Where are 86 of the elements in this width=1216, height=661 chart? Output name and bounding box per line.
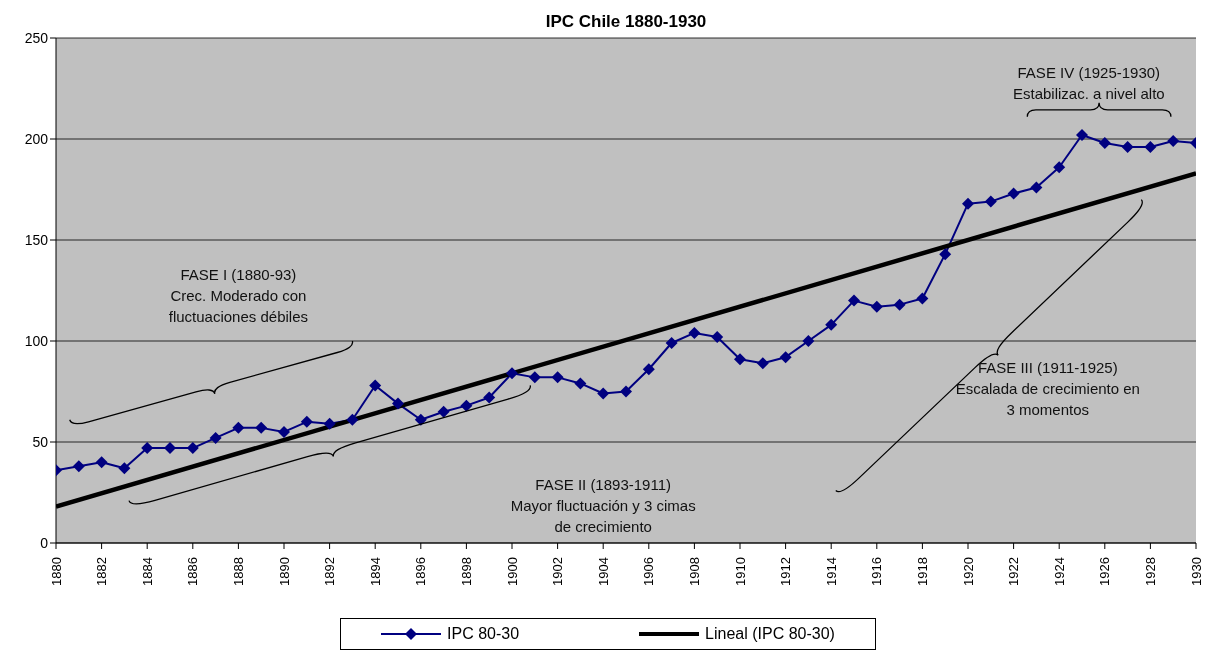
x-tick-label: 1930 bbox=[1188, 557, 1204, 586]
point bbox=[392, 397, 404, 410]
y-tick-label: 150 bbox=[24, 231, 49, 248]
annotation: FASE I (1880-93) Crec. Moderado con fluctuaciones débiles bbox=[167, 265, 309, 328]
point bbox=[72, 460, 85, 473]
annotation: FASE III (1911-1925) Escalada de crecimiento en 3 momentos bbox=[954, 358, 1141, 421]
point bbox=[1030, 181, 1043, 194]
x-tick-label: 1880 bbox=[48, 557, 64, 586]
x-tick-label: 1896 bbox=[413, 557, 429, 586]
x-tick-label: 1910 bbox=[732, 557, 748, 586]
point bbox=[597, 387, 610, 400]
x-tick-label: 1922 bbox=[1006, 557, 1022, 586]
legend-label: IPC 80-30 bbox=[447, 625, 520, 643]
point bbox=[506, 367, 518, 380]
x-tick-label: 1888 bbox=[230, 557, 246, 586]
point bbox=[688, 326, 701, 339]
x-tick-label: 1926 bbox=[1097, 557, 1113, 586]
point bbox=[414, 413, 427, 426]
point bbox=[460, 399, 473, 412]
point bbox=[1053, 161, 1066, 174]
point bbox=[825, 318, 838, 331]
point bbox=[962, 197, 974, 210]
x-tick-label: 1884 bbox=[139, 557, 155, 586]
annotation: FASE II (1893-1911) Mayor fluctuación y 3 cimas de crecimiento bbox=[509, 475, 697, 538]
point bbox=[346, 413, 359, 426]
chart-title: IPC Chile 1880-1930 bbox=[544, 12, 708, 32]
annotation: FASE IV (1925-1930) Estabilizac. a nivel alto bbox=[1011, 63, 1166, 105]
point bbox=[1121, 141, 1134, 154]
point bbox=[574, 377, 587, 390]
y-tick-label: 250 bbox=[24, 29, 49, 46]
point bbox=[916, 292, 929, 305]
x-tick-label: 1886 bbox=[185, 557, 201, 586]
point bbox=[779, 351, 792, 364]
point bbox=[756, 357, 769, 370]
legend-label: Lineal (IPC 80-30) bbox=[705, 625, 835, 643]
x-tick-label: 1882 bbox=[94, 557, 110, 586]
y-tick-label: 50 bbox=[32, 433, 49, 450]
x-tick-label: 1912 bbox=[778, 557, 794, 586]
point bbox=[984, 195, 997, 208]
x-tick-label: 1902 bbox=[550, 557, 566, 586]
x-tick-label: 1908 bbox=[686, 557, 702, 586]
y-tick-label: 100 bbox=[24, 332, 49, 349]
point bbox=[620, 385, 632, 398]
point bbox=[734, 353, 746, 366]
point bbox=[95, 456, 108, 469]
point bbox=[1144, 141, 1157, 154]
point bbox=[232, 421, 245, 434]
x-tick-label: 1924 bbox=[1051, 557, 1067, 586]
x-tick-label: 1916 bbox=[869, 557, 885, 586]
point bbox=[939, 248, 952, 261]
point bbox=[255, 421, 268, 434]
x-tick-label: 1894 bbox=[367, 557, 383, 586]
point bbox=[164, 442, 176, 455]
point bbox=[483, 391, 496, 404]
point bbox=[848, 294, 860, 307]
y-tick-label: 0 bbox=[40, 534, 49, 551]
point bbox=[642, 363, 655, 376]
x-tick-label: 1914 bbox=[823, 557, 839, 586]
point bbox=[278, 425, 290, 438]
point bbox=[1076, 128, 1088, 141]
point bbox=[437, 405, 450, 418]
point bbox=[551, 371, 564, 384]
point bbox=[118, 462, 131, 475]
point bbox=[893, 298, 906, 311]
x-tick-label: 1906 bbox=[641, 557, 657, 586]
x-tick-label: 1920 bbox=[960, 557, 976, 586]
point bbox=[802, 335, 815, 347]
point bbox=[369, 379, 382, 392]
x-tick-label: 1892 bbox=[322, 557, 338, 586]
point bbox=[711, 330, 724, 343]
point bbox=[665, 337, 678, 350]
point bbox=[1167, 135, 1180, 148]
point bbox=[870, 300, 883, 313]
y-tick-label: 200 bbox=[24, 130, 49, 147]
point bbox=[209, 431, 222, 444]
point bbox=[300, 415, 313, 428]
point bbox=[323, 417, 336, 430]
point bbox=[1098, 137, 1111, 150]
x-tick-label: 1904 bbox=[595, 557, 611, 586]
x-tick-label: 1900 bbox=[504, 557, 520, 586]
x-tick-label: 1890 bbox=[276, 557, 292, 586]
x-tick-label: 1928 bbox=[1142, 557, 1158, 586]
x-tick-label: 1918 bbox=[914, 557, 930, 586]
point bbox=[1007, 187, 1020, 200]
x-tick-label: 1898 bbox=[458, 557, 474, 586]
point bbox=[528, 371, 541, 384]
